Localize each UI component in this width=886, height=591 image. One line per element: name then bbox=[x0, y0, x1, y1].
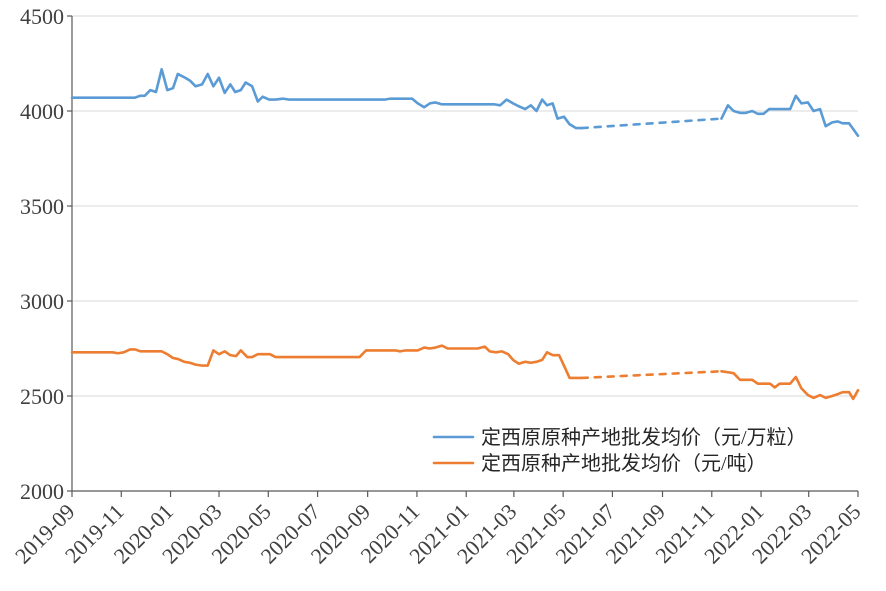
series-1-dashed-line bbox=[580, 117, 723, 130]
legend-label-series-2: 定西原种产地批发均价（元/吨） bbox=[481, 452, 767, 475]
y-tick-label: 3000 bbox=[20, 289, 64, 314]
y-axis: 2000 2500 3000 3500 4000 4500 bbox=[20, 4, 72, 504]
series-2-dashed-line bbox=[580, 370, 723, 380]
series-2-line bbox=[720, 370, 860, 401]
legend-label-series-1: 定西原原种产地批发均价（元/万粒） bbox=[481, 426, 807, 449]
legend-entry-series-2: 定西原种产地批发均价（元/吨） bbox=[432, 452, 767, 475]
series-1-line bbox=[70, 67, 584, 130]
legend: 定西原原种产地批发均价（元/万粒） 定西原种产地批发均价（元/吨） bbox=[432, 426, 807, 475]
y-tick-label: 3500 bbox=[20, 194, 64, 219]
series-lines bbox=[70, 67, 860, 401]
series-2-line bbox=[70, 344, 584, 380]
legend-entry-series-1: 定西原原种产地批发均价（元/万粒） bbox=[432, 426, 807, 449]
axes bbox=[71, 16, 858, 492]
y-tick-label: 2000 bbox=[20, 479, 64, 504]
x-axis: 2019-092019-112020-012020-032020-052020-… bbox=[10, 491, 866, 568]
y-tick-label: 4000 bbox=[20, 99, 64, 124]
y-tick-label: 2500 bbox=[20, 384, 64, 409]
y-tick-label: 4500 bbox=[20, 4, 64, 29]
series-1-line bbox=[720, 94, 860, 137]
gridlines bbox=[72, 15, 858, 397]
